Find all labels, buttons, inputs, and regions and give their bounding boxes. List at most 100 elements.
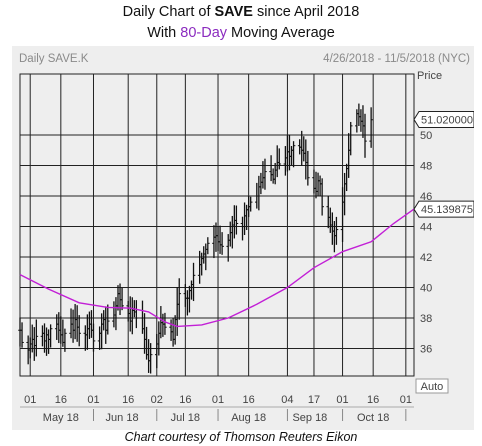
price-bar xyxy=(316,172,320,197)
price-bar xyxy=(275,145,280,178)
price-bar xyxy=(175,287,179,336)
last-price-tag-text: 51.020000 xyxy=(421,114,473,126)
price-bar xyxy=(361,105,365,138)
price-bars xyxy=(18,103,373,374)
price-bar xyxy=(32,327,37,361)
price-bar xyxy=(197,250,202,284)
price-bar xyxy=(304,139,308,180)
date-axis: 01 16 01 16 02 16 01 16 04 17 01 16 01 May 18 Jun 18 Ju… xyxy=(20,394,414,424)
price-bar xyxy=(177,278,182,320)
y-tick-label: 42 xyxy=(420,252,432,264)
price-bar xyxy=(242,202,247,235)
price-bar xyxy=(291,141,296,168)
symbol-label: Daily SAVE.K xyxy=(19,53,89,65)
ma-value-tag: 45.139875 xyxy=(413,200,474,218)
price-bar xyxy=(363,113,367,158)
price-bar xyxy=(73,304,77,340)
price-bar xyxy=(234,205,239,235)
price-bar xyxy=(228,221,233,247)
price-bar xyxy=(299,130,304,166)
price-bar xyxy=(130,297,135,335)
price-bar xyxy=(20,322,24,348)
price-bar xyxy=(75,305,79,342)
price-bar xyxy=(312,169,316,194)
x-tick-label: 01 xyxy=(212,394,224,406)
price-bar xyxy=(161,313,165,337)
auto-scale-label: Auto xyxy=(421,381,444,393)
price-bar xyxy=(326,195,331,229)
price-bar xyxy=(154,333,159,369)
price-bar xyxy=(230,215,235,249)
price-bar xyxy=(101,310,106,331)
chart-title: Daily Chart of SAVE since April 2018 xyxy=(122,4,360,20)
last-price-tag-box xyxy=(413,110,474,128)
ticker-symbol: SAVE xyxy=(214,4,253,20)
auto-scale-button[interactable] xyxy=(415,378,449,394)
price-bar xyxy=(48,324,53,348)
price-bar xyxy=(128,296,133,332)
price-bar xyxy=(206,237,210,255)
y-tick-label: 40 xyxy=(420,283,432,295)
y-tick-label: 50 xyxy=(420,130,432,142)
chart-panel: 36 38 40 42 44 46 48 50 01 16 01 16 02 16 01 16 04 17 01 1… xyxy=(12,46,474,430)
x-tick-label: 16 xyxy=(243,394,255,406)
price-bar xyxy=(199,252,204,276)
price-bar xyxy=(220,232,224,255)
price-bar xyxy=(240,216,245,241)
y-tick-label: 38 xyxy=(420,313,432,325)
price-bar xyxy=(46,329,51,354)
price-axis: 36 38 40 42 44 46 48 50 xyxy=(420,130,432,356)
price-bar xyxy=(328,207,333,233)
price-bar xyxy=(105,304,110,335)
month-label: May 18 xyxy=(43,412,79,424)
price-bar xyxy=(277,148,282,170)
x-tick-label: 02 xyxy=(151,394,163,406)
price-bar xyxy=(157,321,161,356)
price-bar xyxy=(359,109,363,132)
price-bar xyxy=(306,150,310,186)
price-bar xyxy=(56,312,61,344)
price-bar xyxy=(218,225,222,254)
month-label: Aug 18 xyxy=(231,412,266,424)
date-range-label: 4/26/2018 - 11/5/2018 (NYC) xyxy=(323,53,470,65)
price-bar xyxy=(320,178,324,216)
price-bar xyxy=(334,216,339,245)
price-bar xyxy=(340,187,345,242)
x-tick-label: 01 xyxy=(24,394,36,406)
price-bar xyxy=(116,285,120,311)
price-bar xyxy=(185,290,190,316)
price-bar xyxy=(163,312,167,335)
x-tick-label: 01 xyxy=(336,394,348,406)
price-bar xyxy=(71,309,75,343)
price-bar xyxy=(330,212,335,245)
price-bar xyxy=(85,314,90,350)
price-bar xyxy=(301,136,306,162)
x-tick-label: 17 xyxy=(308,394,320,406)
price-bar xyxy=(114,297,118,331)
price-bar xyxy=(369,107,373,148)
x-tick-label: 01 xyxy=(400,394,412,406)
price-bar xyxy=(273,162,277,185)
price-bar xyxy=(112,301,116,328)
price-bar xyxy=(342,172,347,216)
price-bar xyxy=(344,163,349,192)
y-tick-label: 36 xyxy=(420,344,432,356)
price-bar xyxy=(212,225,216,259)
x-tick-label: 01 xyxy=(87,394,99,406)
price-axis-title: Price xyxy=(417,70,442,82)
price-bar xyxy=(40,325,45,347)
price-bar xyxy=(63,328,67,352)
price-bar xyxy=(169,319,173,341)
ma-period-highlight: 80-Day xyxy=(180,25,228,41)
y-tick-label: 44 xyxy=(420,222,432,234)
value-tags: 51.020000 45.139875 xyxy=(413,110,474,218)
moving-average xyxy=(19,208,415,328)
price-bar xyxy=(103,306,108,344)
x-tick-label: 16 xyxy=(55,394,67,406)
price-bar xyxy=(34,319,39,357)
price-bar xyxy=(191,262,196,302)
price-bar xyxy=(18,317,22,347)
price-bar xyxy=(314,171,318,199)
price-bar xyxy=(83,325,88,351)
price-bar xyxy=(257,175,261,211)
